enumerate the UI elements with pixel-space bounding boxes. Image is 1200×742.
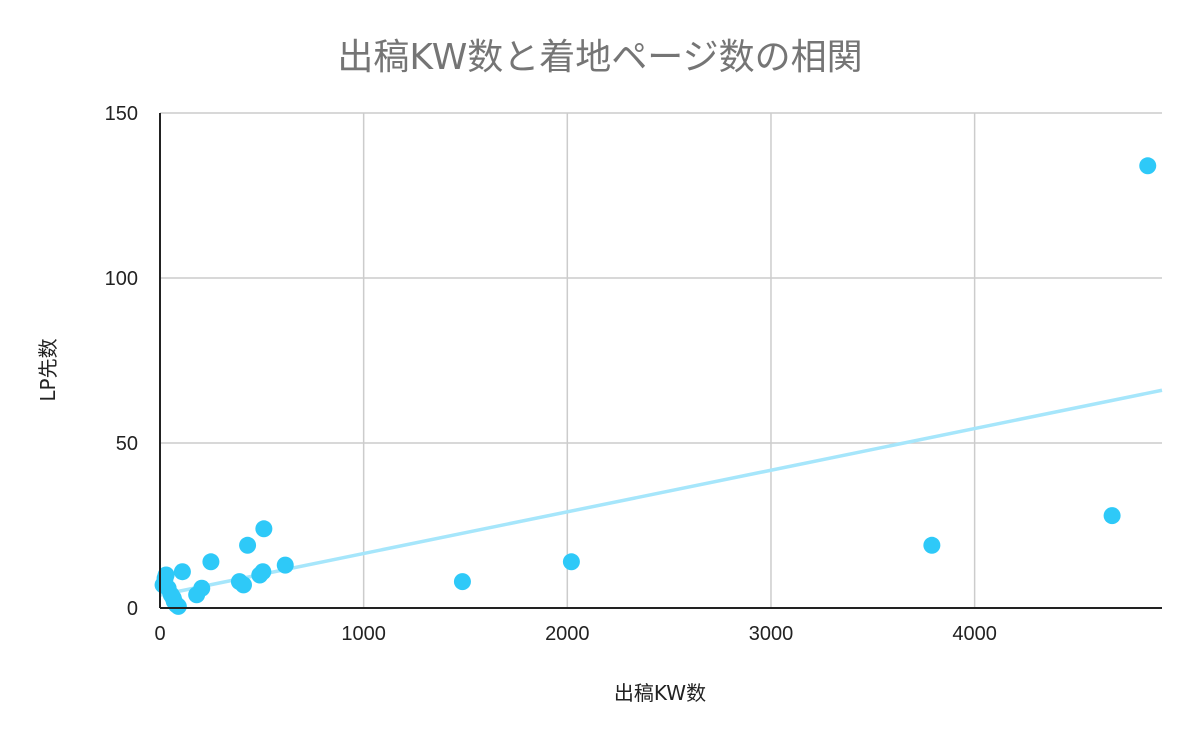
- data-point: [173, 563, 191, 581]
- chart-title: 出稿KW数と着地ページ数の相関: [337, 37, 863, 78]
- x-tick-label: 4000: [952, 623, 997, 645]
- data-point: [169, 597, 187, 615]
- gridlines: [160, 112, 1162, 608]
- x-tick-label: 2000: [545, 623, 590, 645]
- y-axis-title: LP先数: [36, 338, 60, 401]
- data-point: [255, 520, 273, 538]
- x-tick-label: 0: [154, 623, 165, 645]
- data-point: [202, 553, 220, 571]
- x-tick-label: 1000: [341, 623, 386, 645]
- trendline: [159, 388, 1163, 597]
- data-point: [157, 566, 175, 584]
- data-point: [453, 573, 471, 591]
- data-point: [923, 536, 941, 554]
- tick-labels: 0 50 100 150 0 1000 2000 3000 4000: [105, 103, 997, 645]
- y-tick-label: 150: [105, 103, 138, 125]
- trendline-layer: [159, 388, 1163, 597]
- data-point: [254, 563, 272, 581]
- axes: [159, 113, 1162, 609]
- data-point: [193, 579, 211, 597]
- y-tick-label: 0: [127, 598, 138, 620]
- x-tick-label: 3000: [749, 623, 794, 645]
- y-tick-label: 50: [116, 433, 138, 455]
- data-point: [1139, 157, 1157, 175]
- data-point: [235, 576, 252, 594]
- data-point: [1103, 507, 1121, 525]
- data-points: [154, 157, 1157, 615]
- data-point: [276, 556, 294, 574]
- x-axis-title: 出稿KW数: [614, 681, 706, 705]
- data-point: [562, 553, 580, 571]
- data-point: [239, 536, 257, 554]
- y-tick-label: 100: [105, 268, 138, 290]
